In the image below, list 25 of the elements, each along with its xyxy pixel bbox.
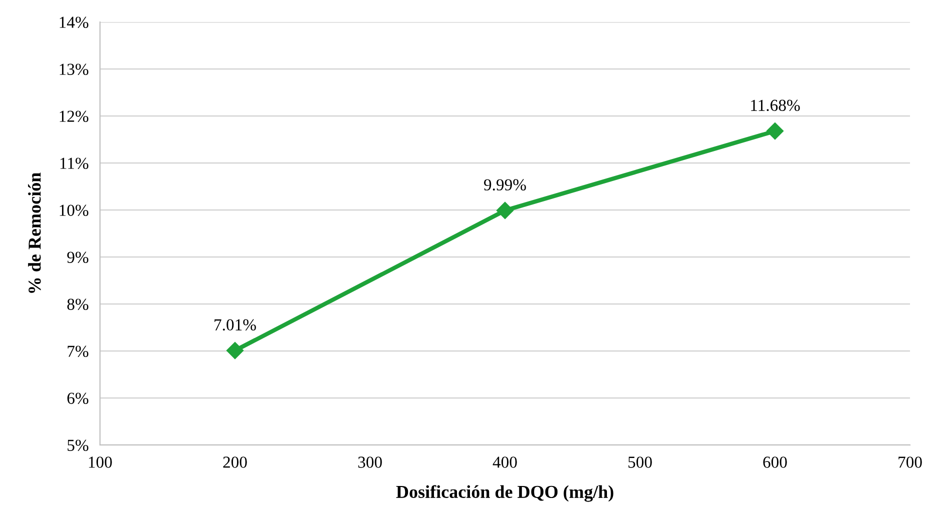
y-axis-title: % de Remoción	[28, 172, 41, 293]
x-tick-label: 100	[88, 456, 112, 468]
y-tick-label: 6%	[67, 392, 88, 404]
y-tick-label: 13%	[60, 64, 88, 75]
y-tick-label: 8%	[67, 298, 88, 310]
y-tick-label: 9%	[67, 252, 88, 263]
x-tick-label: 400	[492, 456, 517, 468]
x-tick-label: 300	[358, 456, 382, 468]
point	[766, 122, 784, 140]
y-tick-label: 11%	[60, 158, 88, 169]
data-label: 7.01%	[214, 319, 256, 331]
x-tick-label: 200	[223, 456, 247, 468]
x-tick-label: 500	[628, 456, 652, 468]
point	[496, 202, 514, 220]
y-tick-label: 10%	[60, 204, 88, 216]
x-tick-label: 600	[763, 456, 787, 468]
y-tick-label: 14%	[60, 16, 88, 28]
x-tick-label: 700	[898, 456, 922, 468]
y-tick-label: 5%	[68, 440, 88, 451]
y-tick-label: 12%	[60, 110, 88, 122]
y-tick-label: 7%	[68, 346, 88, 357]
data-label: 9.99%	[484, 179, 526, 190]
point	[226, 342, 244, 360]
x-axis-title: Dosificación de DQO (mg/h)	[396, 485, 614, 502]
data-label: 11.68%	[751, 100, 800, 112]
